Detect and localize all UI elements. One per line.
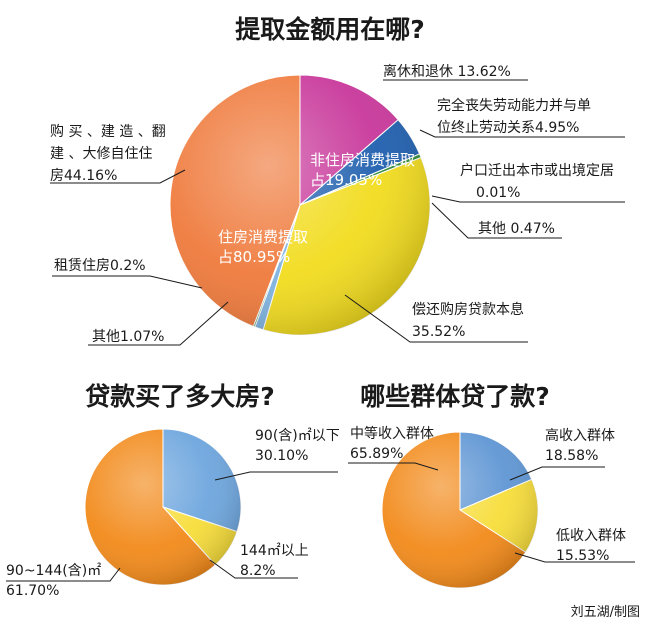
label-other-small: 其他 0.47%	[478, 221, 555, 237]
leader-90-144	[6, 567, 121, 582]
chart2-title: 贷款买了多大房?	[85, 382, 275, 411]
chart1-title: 提取金额用在哪?	[235, 15, 425, 44]
label-retire: 离休和退休 13.62%	[383, 63, 511, 80]
leader-other-small	[431, 202, 562, 239]
leader-loan-repay	[344, 294, 528, 343]
leader-buy-build	[50, 169, 186, 184]
label-under90: 90(含)㎡以下 30.10%	[255, 428, 340, 464]
leader-mid-income	[348, 462, 439, 471]
pie-chart-withdrawal-usage	[169, 74, 431, 336]
label-emigrate: 户口迁出本市或出境定居 0.01%	[460, 162, 614, 201]
chart3-title: 哪些群体贷了款?	[360, 382, 550, 411]
label-rent: 租赁住房0.2%	[54, 258, 146, 274]
pie-chart-house-size	[84, 428, 242, 586]
label-non-housing-group: 非住房消费提取占19.05%	[310, 151, 415, 189]
label-housing-group: 住房消费提取占80.95%	[218, 228, 308, 266]
leader-high-income	[509, 466, 605, 481]
leader-over144	[209, 559, 298, 579]
leader-rent	[52, 275, 203, 289]
leader-lines	[6, 79, 635, 582]
credit-text: 刘五湖/制图	[571, 605, 640, 620]
label-over144: 144㎡以上 8.2%	[240, 543, 309, 579]
leader-emigrate	[431, 195, 625, 203]
label-low-income: 低收入群体 15.53%	[556, 528, 626, 564]
leader-disability	[419, 129, 625, 138]
label-90-144: 90~144(含)㎡ 61.70%	[6, 563, 101, 599]
leader-other-107	[88, 301, 229, 346]
pie-chart-borrower-groups	[381, 431, 539, 589]
leader-low-income	[514, 552, 635, 563]
label-loan-repay: 偿还购房贷款本息 35.52%	[412, 301, 524, 340]
label-disability: 完全丧失劳动能力并与单位终止劳动关系4.95%	[437, 97, 591, 136]
label-mid-income: 中等收入群体 65.89%	[350, 425, 434, 462]
label-buy-build: 购 买 、建 造 、翻建 、大修自住住房44.16%	[50, 124, 166, 184]
leader-under90	[214, 471, 338, 481]
label-other-107: 其他1.07%	[92, 329, 164, 345]
label-high-income: 高收入群体 18.58%	[545, 427, 615, 464]
